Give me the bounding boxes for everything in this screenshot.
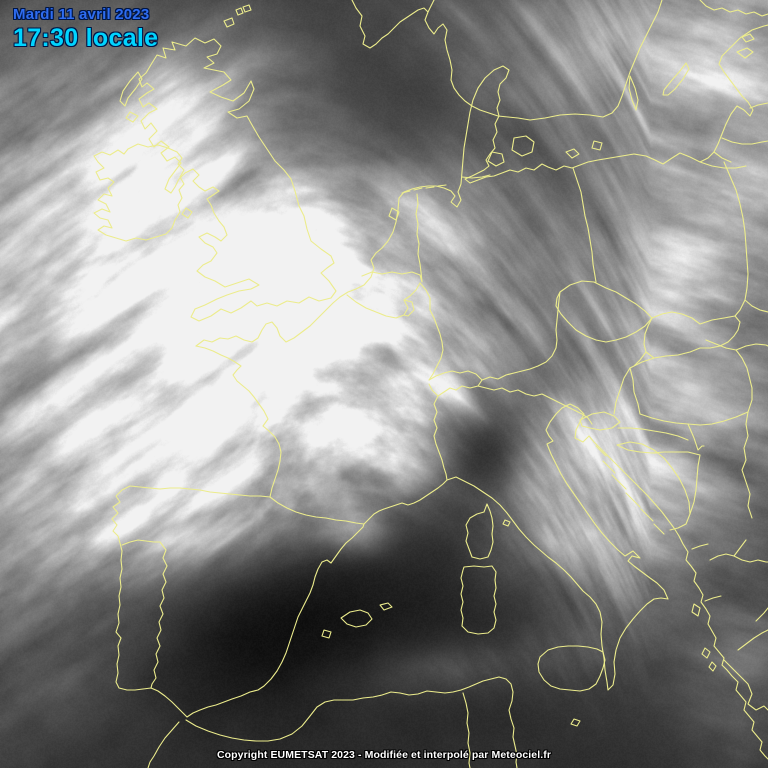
- border-balkans: [579, 411, 768, 602]
- footer-bar: Copyright EUMETSAT 2023 - Modifiée et in…: [0, 745, 768, 763]
- coastline-scandinavia: [351, 0, 768, 121]
- coastline-wadden-ijsselmeer: [388, 184, 447, 221]
- coastline-croatian-islands: [595, 445, 665, 535]
- coastline-north-africa: [147, 676, 518, 768]
- date-label: Mardi 11 avril 2023: [13, 6, 150, 23]
- time-label: 17:30 locale: [13, 23, 159, 52]
- border-poland-east: [699, 102, 768, 351]
- coastline-italy: [446, 403, 669, 691]
- coastline-france-west: [195, 345, 282, 498]
- border-slovakia-hungary: [613, 311, 753, 426]
- coastline-ireland: [93, 143, 185, 242]
- border-tunisia-algeria: [462, 692, 471, 768]
- border-germany-austria-czech: [481, 167, 653, 381]
- border-iberia: [121, 496, 365, 689]
- coastline-iberia-mediterranean: [111, 479, 448, 718]
- coastline-mediterranean-islands: [321, 503, 606, 727]
- datetime-overlay: Mardi 11 avril 2023 17:30 locale: [13, 6, 159, 52]
- border-benelux-germany: [346, 174, 491, 319]
- coastline-continent-north: [195, 24, 768, 347]
- coastline-small-islands-north: [119, 4, 252, 219]
- copyright-label: Copyright EUMETSAT 2023 - Modifiée et in…: [216, 749, 552, 761]
- border-france-germany-alps: [428, 309, 593, 481]
- coastline-adriatic-balkans: [574, 413, 768, 760]
- coastline-greece: [691, 603, 768, 711]
- coastline-danish-baltic-islands: [487, 33, 755, 167]
- coastline-great-britain: [138, 37, 337, 322]
